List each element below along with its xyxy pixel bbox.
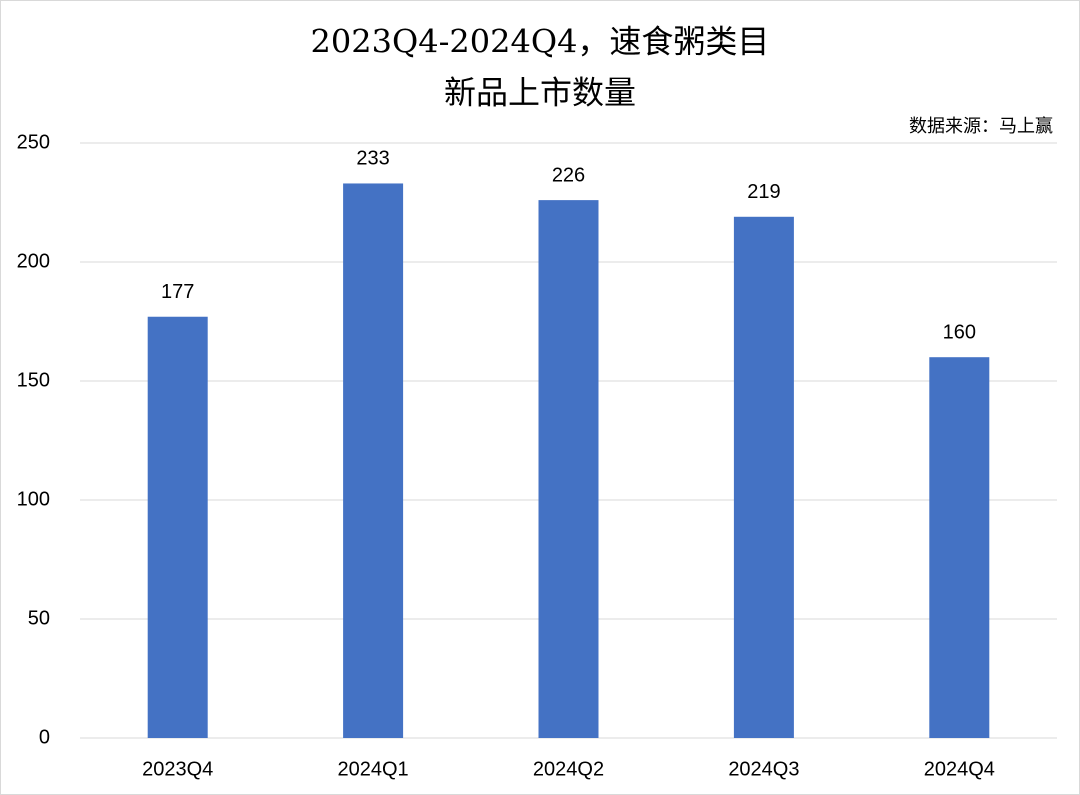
chart-title: 2023Q4-2024Q4，速食粥类目 — [311, 23, 770, 61]
bar — [538, 200, 599, 738]
y-tick-label: 50 — [28, 607, 50, 629]
bar — [733, 216, 794, 738]
bar — [147, 316, 208, 738]
x-tick-label: 2024Q1 — [338, 758, 409, 780]
x-tick-label: 2024Q2 — [533, 758, 604, 780]
value-label: 226 — [552, 164, 585, 186]
value-label: 177 — [161, 281, 194, 303]
y-tick-label: 100 — [17, 488, 50, 510]
bar — [343, 183, 404, 738]
x-tick-label: 2024Q3 — [728, 758, 799, 780]
value-label: 219 — [747, 181, 780, 203]
value-label: 160 — [943, 321, 976, 343]
bar — [929, 357, 990, 738]
y-tick-label: 0 — [39, 726, 50, 748]
source-note: 数据来源：马上赢 — [909, 115, 1053, 137]
y-tick-label: 200 — [17, 250, 50, 272]
value-label: 233 — [356, 148, 389, 170]
y-tick-label: 250 — [17, 131, 50, 153]
chart-title: 新品上市数量 — [444, 74, 636, 112]
y-tick-label: 150 — [17, 369, 50, 391]
x-tick-label: 2024Q4 — [924, 758, 995, 780]
x-tick-label: 2023Q4 — [142, 758, 213, 780]
